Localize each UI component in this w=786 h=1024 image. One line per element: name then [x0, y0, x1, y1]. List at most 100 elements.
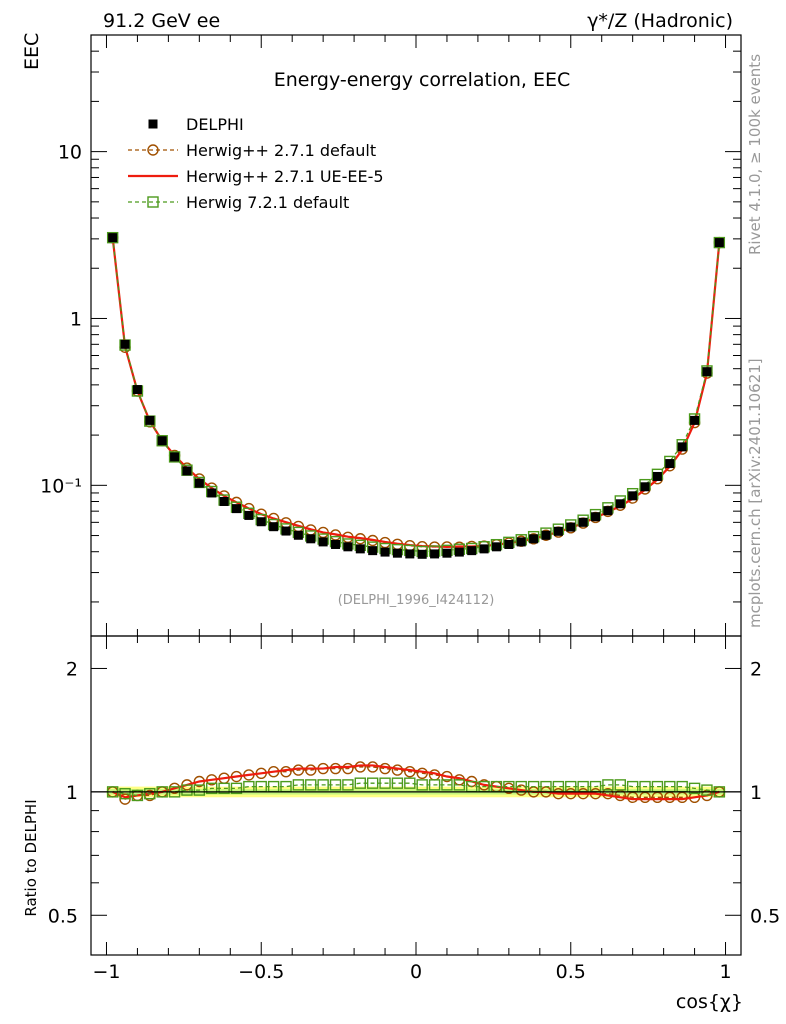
ratio-tick-label-left: 0.5 — [48, 905, 78, 927]
data-point — [652, 471, 662, 481]
mcplots-label: mcplots.cern.ch [arXiv:2401.10621] — [746, 358, 764, 628]
data-point — [665, 459, 675, 469]
ratio-point — [218, 782, 230, 795]
ratio-panel: 2 2 1 1 0.5 0.5 — [48, 635, 780, 956]
data-point — [219, 496, 229, 506]
y-tick-label: 10⁻¹ — [40, 475, 82, 497]
x-tick-labels: −1 −0.5 0 0.5 1 — [92, 961, 731, 983]
data-point — [491, 542, 501, 552]
data-point — [405, 549, 415, 559]
ratio-y-axis-title: Ratio to DELPHI — [22, 799, 40, 916]
x-tick-label: 0 — [410, 961, 422, 983]
legend-label: Herwig 7.2.1 default — [186, 193, 349, 212]
x-tick-label: −0.5 — [238, 961, 284, 983]
main-series-group — [106, 231, 726, 559]
ratio-point — [119, 787, 131, 800]
ratio-tick-label-right: 1 — [750, 782, 762, 804]
data-point — [430, 549, 440, 559]
data-point — [380, 547, 390, 557]
series-point — [168, 451, 181, 463]
main-axis-ticks: 10 1 10⁻¹ — [40, 34, 741, 636]
ratio-series-group — [91, 761, 741, 805]
series-point — [713, 236, 726, 249]
series-point — [156, 435, 168, 447]
series-line-2 — [112, 237, 720, 553]
data-point — [504, 539, 514, 549]
ratio-point — [366, 777, 379, 789]
data-point — [157, 436, 167, 446]
data-point — [170, 452, 180, 462]
y-tick-label: 1 — [70, 308, 82, 330]
legend-marker — [147, 144, 159, 156]
ratio-line-1 — [112, 764, 720, 801]
ratio-point — [701, 784, 713, 796]
series-line-1 — [111, 237, 721, 549]
legend-marker-data — [148, 119, 158, 129]
ratio-tick-label-left: 2 — [66, 658, 78, 680]
ratio-point — [181, 784, 193, 796]
data-point — [231, 504, 241, 514]
ratio-point — [342, 779, 354, 791]
data-point — [591, 512, 601, 522]
data-point — [516, 537, 526, 547]
ratio-axis-ticks: 2 2 1 1 0.5 0.5 — [48, 636, 780, 956]
data-point — [553, 526, 563, 536]
main-panel: 10 1 10⁻¹ Energy-energy correlation, EEC (… — [40, 34, 742, 637]
ratio-tick-label-left: 1 — [66, 782, 78, 804]
data-point — [132, 385, 142, 395]
data-point — [454, 547, 464, 557]
legend-label: Herwig++ 2.7.1 default — [186, 141, 376, 160]
data-point — [529, 534, 539, 544]
data-point — [615, 499, 625, 509]
data-point — [541, 530, 551, 540]
data-point — [442, 548, 452, 558]
ratio-point — [131, 789, 144, 802]
data-point — [108, 233, 118, 243]
ratio-tick-label-right: 0.5 — [750, 905, 780, 927]
data-point — [194, 478, 204, 488]
data-point — [640, 482, 650, 492]
ratio-point — [441, 779, 453, 791]
data-point — [182, 466, 192, 476]
data-point — [467, 546, 477, 556]
legend: DELPHI Herwig++ 2.7.1 default Herwig++ 2.7… — [128, 115, 384, 212]
ratio-point — [614, 779, 626, 791]
y-tick-label: 10 — [58, 142, 82, 164]
ratio-point — [193, 784, 206, 796]
legend-label: DELPHI — [186, 115, 244, 134]
ratio-point — [342, 762, 354, 775]
data-point — [603, 506, 613, 516]
ratio-point — [305, 764, 317, 776]
x-axis-title: cos{χ} — [676, 991, 743, 1013]
ratio-point — [292, 779, 305, 791]
data-point — [207, 488, 217, 498]
ratio-point — [428, 779, 441, 791]
y-axis-title: EEC — [21, 33, 43, 70]
header-energy-label: 91.2 GeV ee — [103, 10, 220, 32]
ratio-point — [144, 787, 156, 800]
data-point — [355, 544, 365, 554]
data-point — [690, 415, 700, 425]
ratio-point — [416, 779, 428, 791]
data-point — [392, 548, 402, 558]
ratio-point — [329, 779, 342, 791]
ratio-point — [206, 782, 218, 795]
rivet-version-label: Rivet 4.1.0, ≥ 100k events — [746, 54, 764, 255]
ratio-point — [404, 777, 416, 789]
chart-title: Energy-energy correlation, EEC — [274, 69, 571, 91]
data-point — [256, 517, 266, 527]
ratio-point — [354, 777, 366, 789]
legend-label: Herwig++ 2.7.1 UE-EE-5 — [186, 167, 384, 186]
series-point — [106, 231, 119, 244]
ratio-line-2 — [112, 782, 720, 797]
x-tick-label: 1 — [719, 961, 731, 983]
ratio-point — [230, 782, 243, 795]
data-point — [244, 510, 254, 520]
data-point — [306, 534, 316, 544]
data-point — [479, 544, 489, 554]
data-point — [120, 339, 130, 349]
ratio-point — [317, 779, 329, 791]
x-tick-label: 0.5 — [556, 961, 586, 983]
data-point — [269, 522, 279, 532]
